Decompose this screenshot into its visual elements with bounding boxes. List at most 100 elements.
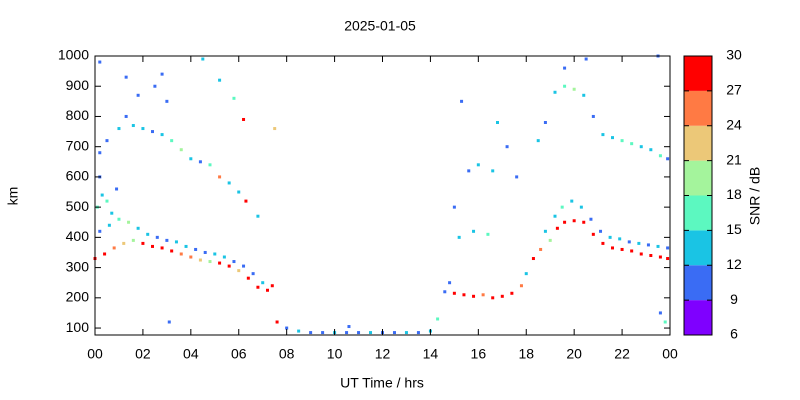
data-point [599, 229, 603, 233]
data-point [232, 96, 236, 100]
data-point [170, 249, 174, 253]
data-point [218, 175, 222, 179]
data-point [256, 214, 260, 218]
data-point [357, 331, 361, 335]
data-point [392, 331, 396, 335]
x-tick-label: 16 [471, 346, 487, 362]
data-point [500, 294, 504, 298]
data-point [309, 331, 313, 335]
data-point [270, 284, 274, 288]
x-tick-label: 00 [662, 346, 678, 362]
data-point [117, 217, 121, 221]
data-point [237, 190, 241, 194]
data-point [658, 255, 662, 259]
x-axis-label: UT Time / hrs [340, 375, 424, 391]
x-tick-label: 18 [518, 346, 534, 362]
data-point [208, 163, 212, 167]
data-point [476, 163, 480, 167]
y-tick-label: 500 [66, 198, 90, 214]
data-point [184, 244, 188, 248]
x-tick-label: 08 [279, 346, 295, 362]
data-point [146, 232, 150, 236]
data-point [213, 252, 217, 256]
data-point [436, 317, 440, 321]
data-point [666, 246, 670, 250]
data-point [285, 326, 289, 330]
data-point [563, 220, 567, 224]
y-tick-label: 200 [66, 289, 90, 305]
data-point [591, 232, 595, 236]
data-point [646, 243, 650, 247]
plot-frame [94, 55, 671, 336]
data-point [536, 139, 540, 143]
data-point [124, 75, 128, 79]
data-point [131, 124, 135, 128]
data-point [141, 127, 145, 131]
x-tick-label: 20 [566, 346, 582, 362]
data-point [131, 238, 135, 242]
colorbar-label: SNR / dB [747, 167, 763, 225]
x-tick-label: 12 [375, 346, 391, 362]
data-point [160, 246, 164, 250]
data-point [472, 294, 476, 298]
data-point [127, 220, 131, 224]
data-point [179, 148, 183, 152]
colorbar-segment [684, 125, 712, 161]
data-point [555, 226, 559, 230]
data-point [630, 249, 634, 253]
data-point [543, 121, 547, 125]
data-point [266, 288, 269, 292]
data-point [579, 205, 583, 209]
data-point [611, 136, 614, 140]
colorbar-segment [684, 300, 712, 335]
data-point [98, 60, 102, 64]
data-point [242, 264, 246, 268]
data-point [273, 127, 277, 131]
x-tick-label: 02 [135, 346, 151, 362]
colorbar-segment [684, 160, 712, 196]
data-point [656, 244, 660, 248]
data-point [582, 93, 586, 97]
data-point [491, 296, 495, 300]
data-point [107, 223, 111, 227]
data-point [620, 139, 624, 143]
data-point [98, 151, 102, 155]
data-point [345, 331, 349, 335]
data-point [242, 117, 246, 121]
data-point [369, 331, 373, 335]
x-tick-label: 22 [614, 346, 630, 362]
x-tick-label: 06 [231, 346, 247, 362]
data-point [639, 145, 643, 149]
data-point [151, 130, 154, 134]
colorbar-tick-label: 12 [726, 256, 742, 272]
data-point [608, 235, 612, 239]
data-point [486, 232, 490, 236]
data-point [448, 281, 452, 285]
data-point [155, 235, 159, 239]
data-point [103, 252, 107, 256]
data-point [620, 247, 624, 251]
colorbar-tick-label: 24 [726, 116, 742, 132]
data-point [649, 148, 653, 152]
y-tick-label: 600 [66, 168, 90, 184]
data-point [153, 84, 157, 88]
data-point [246, 276, 250, 280]
data-point [630, 142, 634, 146]
data-point [658, 311, 662, 315]
data-point [297, 329, 301, 333]
data-point [179, 252, 183, 256]
data-point [467, 169, 471, 173]
data-point [457, 235, 461, 239]
data-point [198, 160, 202, 164]
data-point [618, 237, 622, 241]
data-point [203, 250, 207, 254]
data-point [256, 285, 260, 289]
data-point [275, 320, 279, 324]
x-tick-label: 10 [327, 346, 343, 362]
data-point [141, 241, 145, 245]
data-point [189, 157, 193, 161]
data-point [572, 219, 576, 223]
data-point [208, 260, 212, 264]
data-point [627, 240, 631, 244]
